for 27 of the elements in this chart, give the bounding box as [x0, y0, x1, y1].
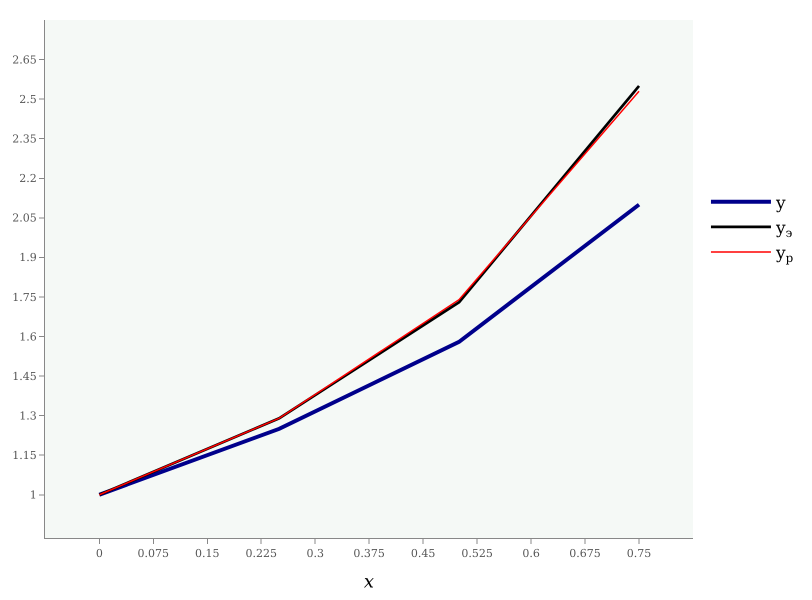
legend-label: y	[774, 193, 786, 214]
x-tick-label: 0.45	[410, 547, 436, 560]
y-tick-label: 1.15	[12, 449, 37, 462]
y-tick-label: 2.2	[19, 172, 37, 186]
y-tick-label: 1.3	[19, 409, 37, 422]
y-tick-label: 2.35	[12, 132, 37, 146]
legend-label: y$_{p}$	[774, 244, 794, 266]
x-tick-label: 0.375	[353, 547, 385, 560]
x-tick-label: 0.525	[461, 547, 493, 560]
y-tick-label: 2.5	[19, 92, 37, 106]
y-tick-label: 1.75	[12, 290, 37, 304]
x-tick-label: 0.75	[626, 547, 652, 560]
x-tick-label: 0.675	[569, 547, 601, 560]
x-tick-label: 0.075	[138, 547, 170, 560]
y-tick-label: 2.05	[12, 212, 37, 225]
x-tick-label: 0	[96, 547, 103, 560]
y-tick-label: 2.65	[12, 53, 37, 66]
x-tick-label: 0.3	[306, 547, 324, 560]
y-tick-label: 1	[30, 488, 37, 502]
x-tick-label: 0.15	[195, 547, 220, 560]
x-axis-title: x	[364, 571, 374, 592]
legend-label: y$_{э}$	[774, 218, 793, 240]
y-tick-label: 1.6	[19, 330, 37, 344]
y-tick-label: 1.9	[19, 251, 37, 264]
y-tick-label: 1.45	[12, 370, 37, 383]
x-tick-label: 0.225	[245, 547, 277, 560]
x-tick-label: 0.6	[522, 547, 540, 560]
